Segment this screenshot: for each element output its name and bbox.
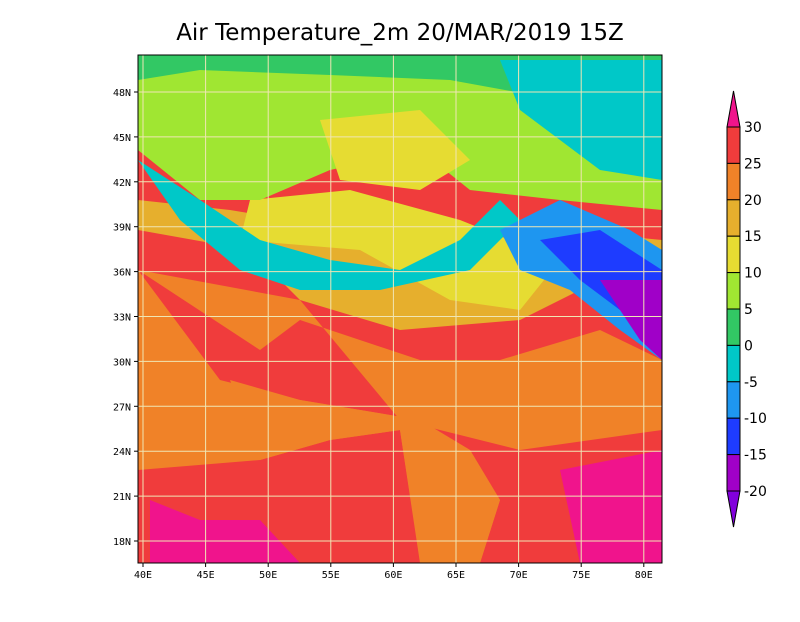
colorbar-box <box>726 126 741 164</box>
colorbar-box <box>726 308 741 346</box>
lat-label: 21N <box>113 492 131 503</box>
colorbar-box <box>726 199 741 237</box>
colorbar-label: 10 <box>744 266 762 282</box>
title: Air Temperature_2m 20/MAR/2019 15Z <box>176 20 624 46</box>
lat-label: 24N <box>113 447 131 458</box>
lon-label: 55E <box>322 570 340 581</box>
temperature-field <box>138 55 662 563</box>
map-frame <box>137 54 663 564</box>
lon-label: 75E <box>572 570 590 581</box>
colorbar-box <box>726 454 741 492</box>
colorbar-cap-bottom <box>726 490 741 528</box>
lat-label: 39N <box>113 223 131 234</box>
lon-label: 50E <box>259 570 277 581</box>
lat-label: 45N <box>113 133 131 144</box>
colorbar-label: -5 <box>744 375 758 391</box>
colorbar-box <box>726 381 741 419</box>
colorbar-box <box>726 272 741 310</box>
colorbar-box <box>726 235 741 274</box>
lat-label: 30N <box>113 357 131 368</box>
colorbar-box <box>726 417 741 456</box>
colorbar-label: 20 <box>744 193 762 209</box>
colorbar-label: 25 <box>744 156 762 172</box>
colorbar: 30 25 20 15 10 5 0 -5 -10 -15 -20 <box>726 90 767 528</box>
colorbar-cap-top <box>726 90 741 128</box>
lat-label: 36N <box>113 268 131 279</box>
lon-label: 80E <box>635 570 653 581</box>
lon-label: 40E <box>134 570 152 581</box>
colorbar-label: 30 <box>744 120 762 136</box>
colorbar-label: -20 <box>744 484 767 500</box>
colorbar-box <box>726 162 741 201</box>
graticule <box>138 55 662 563</box>
colorbar-label: 5 <box>744 302 753 318</box>
colorbar-label: 0 <box>744 338 753 354</box>
lat-label: 33N <box>113 313 131 324</box>
lon-label: 70E <box>510 570 528 581</box>
colorbar-label: 15 <box>744 229 762 245</box>
lon-label: 65E <box>447 570 465 581</box>
lon-label: 45E <box>197 570 215 581</box>
colorbar-box <box>726 344 741 383</box>
colorbar-label: -15 <box>744 448 767 464</box>
colorbar-label: -10 <box>744 411 767 427</box>
lat-label: 27N <box>113 402 131 413</box>
lon-label: 60E <box>384 570 402 581</box>
lat-label: 48N <box>113 88 131 99</box>
lat-label: 42N <box>113 178 131 189</box>
lat-label: 18N <box>113 537 131 548</box>
